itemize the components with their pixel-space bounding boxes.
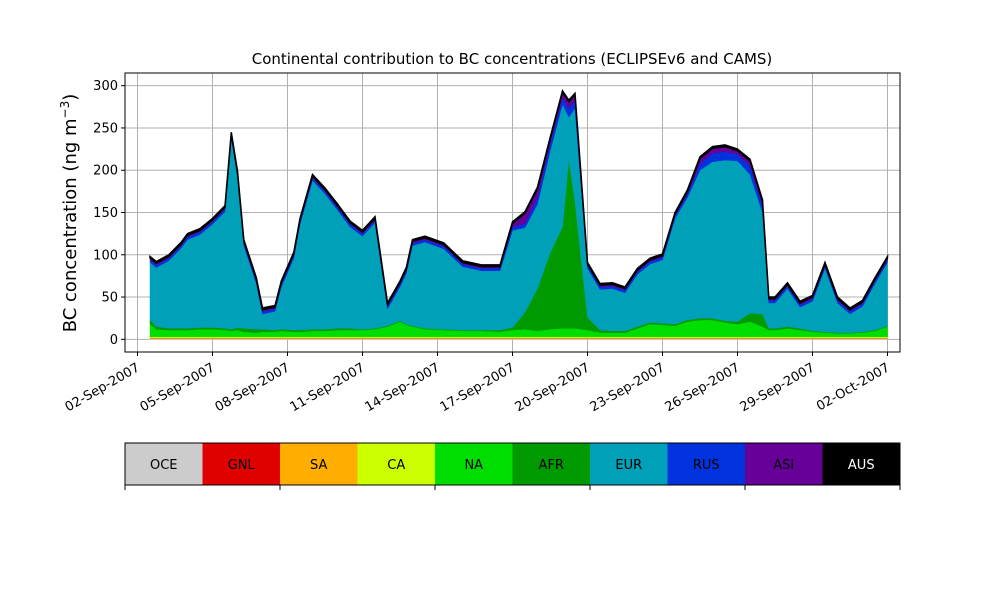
x-tick-label: 02-Sep-2007 xyxy=(63,360,143,415)
y-axis-label: BC concentration (ng m−3) xyxy=(58,94,81,333)
legend-swatch-asi xyxy=(745,443,823,485)
y-tick-label: 250 xyxy=(93,121,118,136)
stacked-areas xyxy=(149,89,889,340)
x-tick-label: 26-Sep-2007 xyxy=(663,360,743,415)
y-tick-label: 200 xyxy=(93,164,118,179)
x-tick-label: 14-Sep-2007 xyxy=(363,360,443,415)
legend-label: RUS xyxy=(693,458,720,473)
legend-label: NA xyxy=(464,458,483,473)
x-tick-label: 17-Sep-2007 xyxy=(438,360,518,415)
legend-swatch-ca xyxy=(357,443,435,485)
legend-swatch-gnl xyxy=(202,443,280,485)
y-tick-label: 50 xyxy=(101,291,118,306)
legend-label: ASI xyxy=(773,458,794,473)
legend-label: EUR xyxy=(615,458,642,473)
y-axis: 0 50 100 150 200 250 300 xyxy=(93,79,125,348)
x-axis: 02-Sep-200705-Sep-200708-Sep-200711-Sep-… xyxy=(63,352,893,415)
area-aus xyxy=(149,89,889,311)
x-tick-label: 20-Sep-2007 xyxy=(513,360,593,415)
legend-swatch-sa xyxy=(280,443,358,485)
legend-label: SA xyxy=(310,458,327,473)
legend-label: GNL xyxy=(228,458,256,473)
legend-swatch-rus xyxy=(667,443,745,485)
legend-swatch-eur xyxy=(590,443,668,485)
x-tick-label: 05-Sep-2007 xyxy=(138,360,218,415)
x-tick-label: 23-Sep-2007 xyxy=(588,360,668,415)
legend: OCE GNL SA CA NA AFR EUR RUS ASI AUS xyxy=(124,442,901,490)
x-tick-label: 11-Sep-2007 xyxy=(288,360,368,415)
legend-label: CA xyxy=(387,458,405,473)
legend-label: AFR xyxy=(539,458,564,473)
x-tick-label: 02-Oct-2007 xyxy=(814,360,892,414)
legend-label: AUS xyxy=(848,458,875,473)
legend-swatch-afr xyxy=(512,443,590,485)
legend-frame xyxy=(124,442,901,486)
y-tick-label: 100 xyxy=(93,248,118,263)
y-tick-label: 0 xyxy=(110,333,118,348)
chart-title: Continental contribution to BC concentra… xyxy=(252,50,773,68)
legend-swatch-aus xyxy=(822,443,900,485)
legend-label: OCE xyxy=(150,458,178,473)
y-tick-label: 300 xyxy=(93,79,118,94)
y-tick-label: 150 xyxy=(93,206,118,221)
legend-swatch-na xyxy=(435,443,513,485)
legend-swatch-oce xyxy=(125,443,203,485)
x-tick-label: 08-Sep-2007 xyxy=(213,360,293,415)
x-tick-label: 29-Sep-2007 xyxy=(738,360,818,415)
